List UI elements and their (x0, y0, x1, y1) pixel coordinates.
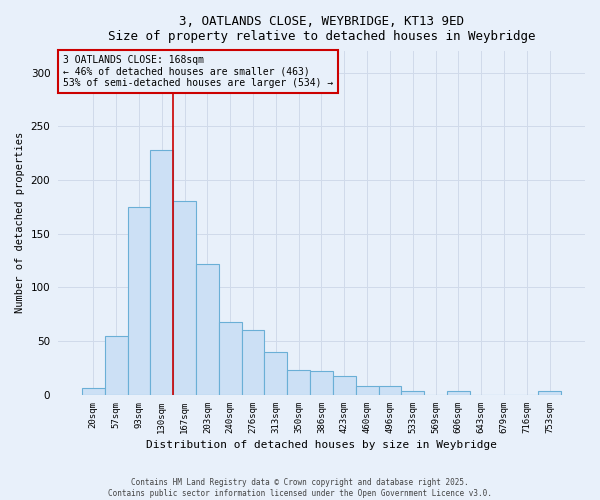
Bar (196, 264, 219, 394)
Bar (538, 392, 561, 394)
Bar (447, 392, 470, 394)
Bar (356, 386, 379, 394)
Bar (310, 371, 333, 394)
Bar (128, 206, 151, 394)
Bar (173, 202, 196, 394)
Bar (379, 386, 401, 394)
Bar (82, 388, 105, 394)
Bar (401, 392, 424, 394)
Bar (151, 150, 173, 394)
Bar (265, 352, 287, 395)
Bar (333, 376, 356, 394)
Bar (219, 322, 242, 394)
Bar (242, 330, 265, 394)
Bar (105, 336, 128, 394)
Title: 3, OATLANDS CLOSE, WEYBRIDGE, KT13 9ED
Size of property relative to detached hou: 3, OATLANDS CLOSE, WEYBRIDGE, KT13 9ED S… (108, 15, 535, 43)
Text: 3 OATLANDS CLOSE: 168sqm
← 46% of detached houses are smaller (463)
53% of semi-: 3 OATLANDS CLOSE: 168sqm ← 46% of detach… (63, 54, 334, 88)
Text: Contains HM Land Registry data © Crown copyright and database right 2025.
Contai: Contains HM Land Registry data © Crown c… (108, 478, 492, 498)
Bar (287, 370, 310, 394)
Y-axis label: Number of detached properties: Number of detached properties (15, 132, 25, 314)
X-axis label: Distribution of detached houses by size in Weybridge: Distribution of detached houses by size … (146, 440, 497, 450)
